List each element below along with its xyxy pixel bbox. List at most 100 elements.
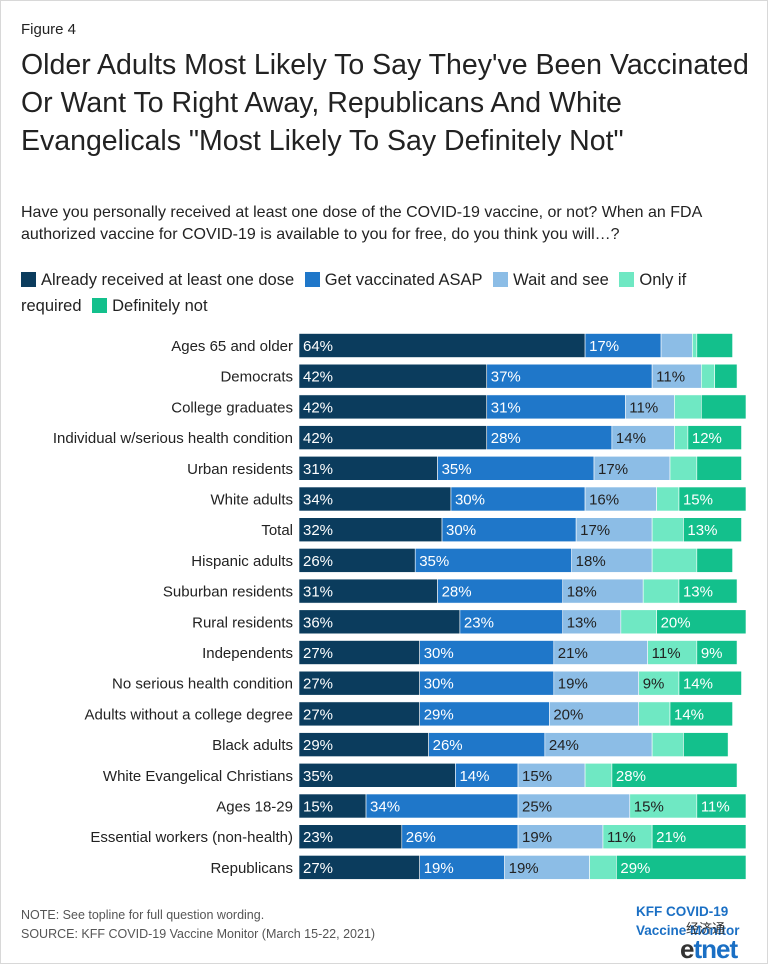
data-label: 14% (459, 768, 489, 785)
bar-segment (553, 670, 640, 696)
legend-swatch (21, 272, 36, 287)
data-label: 34% (303, 492, 333, 509)
data-label: 28% (491, 430, 521, 447)
bar-segment (678, 578, 738, 604)
bar-segment (678, 670, 742, 696)
bar-segment (669, 455, 698, 481)
category-label: No serious health condition (112, 676, 293, 693)
legend-item-2: Wait and see (493, 271, 609, 289)
bar-segment (298, 609, 461, 635)
bar-segment (674, 425, 689, 450)
data-label: 27% (303, 860, 333, 877)
data-label: 26% (303, 553, 333, 570)
bar-segment (419, 670, 555, 696)
bar-segment (584, 333, 662, 358)
data-label: 11% (607, 829, 636, 846)
bar-segment (575, 517, 653, 543)
bar-segment (651, 517, 684, 543)
footnotes: NOTE: See topline for full question word… (21, 906, 375, 944)
bar-segment (714, 363, 738, 389)
category-label: Ages 18-29 (216, 799, 293, 816)
category-label: College graduates (171, 399, 293, 416)
data-label: 20% (553, 706, 583, 723)
bar-segment (455, 762, 519, 788)
bar-segment (620, 609, 657, 635)
bar-segment (517, 762, 586, 788)
category-label: Rural residents (192, 614, 293, 631)
bar-segment (419, 701, 550, 727)
bar-segment (486, 425, 613, 450)
data-label: 16% (589, 492, 619, 509)
bar-segment (428, 732, 546, 757)
legend-item-1: Get vaccinated ASAP (304, 271, 483, 289)
data-label: 29% (424, 706, 454, 723)
bar-segment (298, 394, 488, 420)
bar-segment (298, 455, 438, 481)
bar-segment (611, 425, 675, 450)
bar-segment (651, 363, 702, 389)
data-label: 17% (580, 522, 610, 539)
data-label: 30% (424, 645, 454, 662)
data-label: 18% (567, 584, 597, 601)
data-label: 64% (303, 338, 333, 355)
category-label: Essential workers (non-health) (90, 829, 293, 846)
chart-legend: Already received at least one dose Get v… (21, 267, 756, 319)
data-label: 14% (616, 430, 646, 447)
data-label: 36% (303, 614, 333, 631)
category-label: Urban residents (187, 461, 293, 478)
data-label: 23% (464, 614, 494, 631)
legend-item-3: Only if required (21, 271, 686, 315)
bar-segment (437, 455, 595, 481)
bar-segment (683, 517, 742, 543)
bar-segment (298, 486, 452, 512)
data-label: 30% (424, 676, 454, 693)
data-label: 14% (674, 706, 704, 723)
data-label: 21% (656, 829, 686, 846)
data-label: 42% (303, 430, 333, 447)
bar-segment (674, 394, 702, 420)
data-label: 27% (303, 706, 333, 723)
bar-segment (298, 793, 367, 819)
data-label: 11% (701, 799, 730, 816)
data-label: 12% (692, 430, 722, 447)
bar-segment (611, 762, 738, 788)
bar-segment (660, 333, 693, 358)
bar-segment (584, 762, 613, 788)
bar-segment (298, 824, 403, 850)
legend-swatch (493, 272, 509, 287)
bar-segment (696, 640, 738, 665)
data-label: 24% (549, 737, 579, 754)
bar-segment (298, 333, 586, 358)
bar-segment (651, 548, 698, 573)
data-label: 28% (442, 584, 472, 601)
data-label: 23% (303, 829, 333, 846)
bar-segment (642, 578, 680, 604)
bar-segment (656, 609, 747, 635)
figure-label: Figure 4 (21, 21, 77, 38)
watermark-top: 经济通 (686, 921, 726, 936)
bar-segment (696, 333, 733, 358)
data-label: 15% (634, 799, 664, 816)
legend-swatch (92, 298, 108, 313)
bar-segment (562, 578, 644, 604)
bar-segment (562, 609, 622, 635)
bar-segment (365, 793, 519, 819)
data-label: 18% (576, 553, 606, 570)
data-label: 31% (303, 584, 333, 601)
data-label: 13% (683, 584, 713, 601)
data-label: 15% (683, 492, 713, 509)
legend-label: Wait and see (513, 271, 609, 289)
category-label: Individual w/serious health condition (53, 430, 293, 447)
bar-segment (696, 548, 733, 573)
data-label: 42% (303, 399, 333, 416)
brand-line-1: KFF COVID-19 (636, 904, 729, 919)
category-label: Total (261, 522, 293, 539)
category-label: Republicans (210, 860, 293, 877)
source-text: SOURCE: KFF COVID-19 Vaccine Monitor (Ma… (21, 927, 376, 941)
bar-segment (298, 670, 420, 696)
data-label: 26% (433, 737, 463, 754)
data-label: 27% (303, 645, 333, 662)
bar-segment (696, 793, 747, 819)
data-label: 31% (303, 461, 333, 478)
